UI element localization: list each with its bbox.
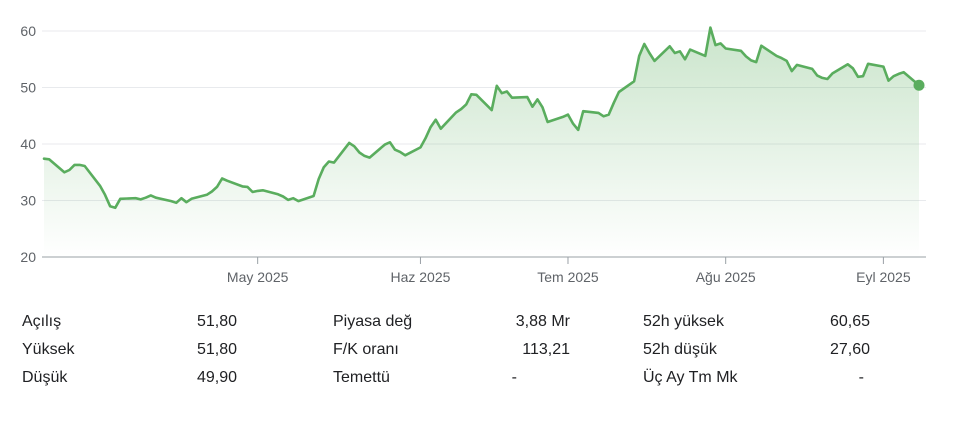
stat-label-52w-high: 52h yüksek <box>643 313 724 330</box>
stat-value-dividend: - <box>511 369 517 386</box>
stats-row: Yüksek 51,80 F/K oranı 113,21 52h düşük … <box>0 341 960 369</box>
y-tick-label: 30 <box>20 193 36 209</box>
stat-label-quarterly-div: Üç Ay Tm Mk <box>643 369 738 386</box>
stat-label-pe-ratio: F/K oranı <box>333 341 399 358</box>
stat-value-market-cap: 3,88 Mr <box>515 313 570 330</box>
price-area-fill <box>44 27 919 257</box>
stat-value-52w-low: 27,60 <box>829 341 870 358</box>
x-axis: May 2025 Haz 2025 Tem 2025 Ağu 2025 Eyl 2025 <box>227 257 911 285</box>
stat-value-high: 51,80 <box>196 341 237 358</box>
stat-label-dividend: Temettü <box>333 369 390 386</box>
y-tick-label: 50 <box>20 80 36 96</box>
x-tick-label: Ağu 2025 <box>696 269 756 285</box>
y-tick-label: 60 <box>20 23 36 39</box>
stat-label-open: Açılış <box>22 313 62 330</box>
stat-value-quarterly-div: - <box>858 369 864 386</box>
stats-row: Düşük 49,90 Temettü - Üç Ay Tm Mk - <box>0 369 960 397</box>
y-axis-labels: 20 30 40 50 60 <box>20 23 36 265</box>
stat-value-pe-ratio: 113,21 <box>522 341 570 358</box>
x-tick-label: Tem 2025 <box>537 269 599 285</box>
stat-label-low: Düşük <box>22 369 68 386</box>
price-chart[interactable]: 20 30 40 50 60 May 2025 Haz 2025 Tem 2025 Ağu 2… <box>0 0 960 300</box>
last-price-point <box>913 79 925 91</box>
stat-value-52w-high: 60,65 <box>829 313 870 330</box>
y-tick-label: 20 <box>20 249 36 265</box>
stat-label-52w-low: 52h düşük <box>643 341 717 358</box>
key-stats: Açılış 51,80 Piyasa değ 3,88 Mr 52h yüks… <box>0 313 960 403</box>
stat-label-high: Yüksek <box>22 341 75 358</box>
stats-row: Açılış 51,80 Piyasa değ 3,88 Mr 52h yüks… <box>0 313 960 341</box>
stat-value-open: 51,80 <box>196 313 237 330</box>
stat-value-low: 49,90 <box>196 369 237 386</box>
x-tick-label: Haz 2025 <box>390 269 450 285</box>
x-tick-label: May 2025 <box>227 269 289 285</box>
price-line <box>42 26 921 210</box>
stat-label-market-cap: Piyasa değ <box>333 313 413 330</box>
y-tick-label: 40 <box>20 136 36 152</box>
x-tick-label: Eyl 2025 <box>856 269 911 285</box>
